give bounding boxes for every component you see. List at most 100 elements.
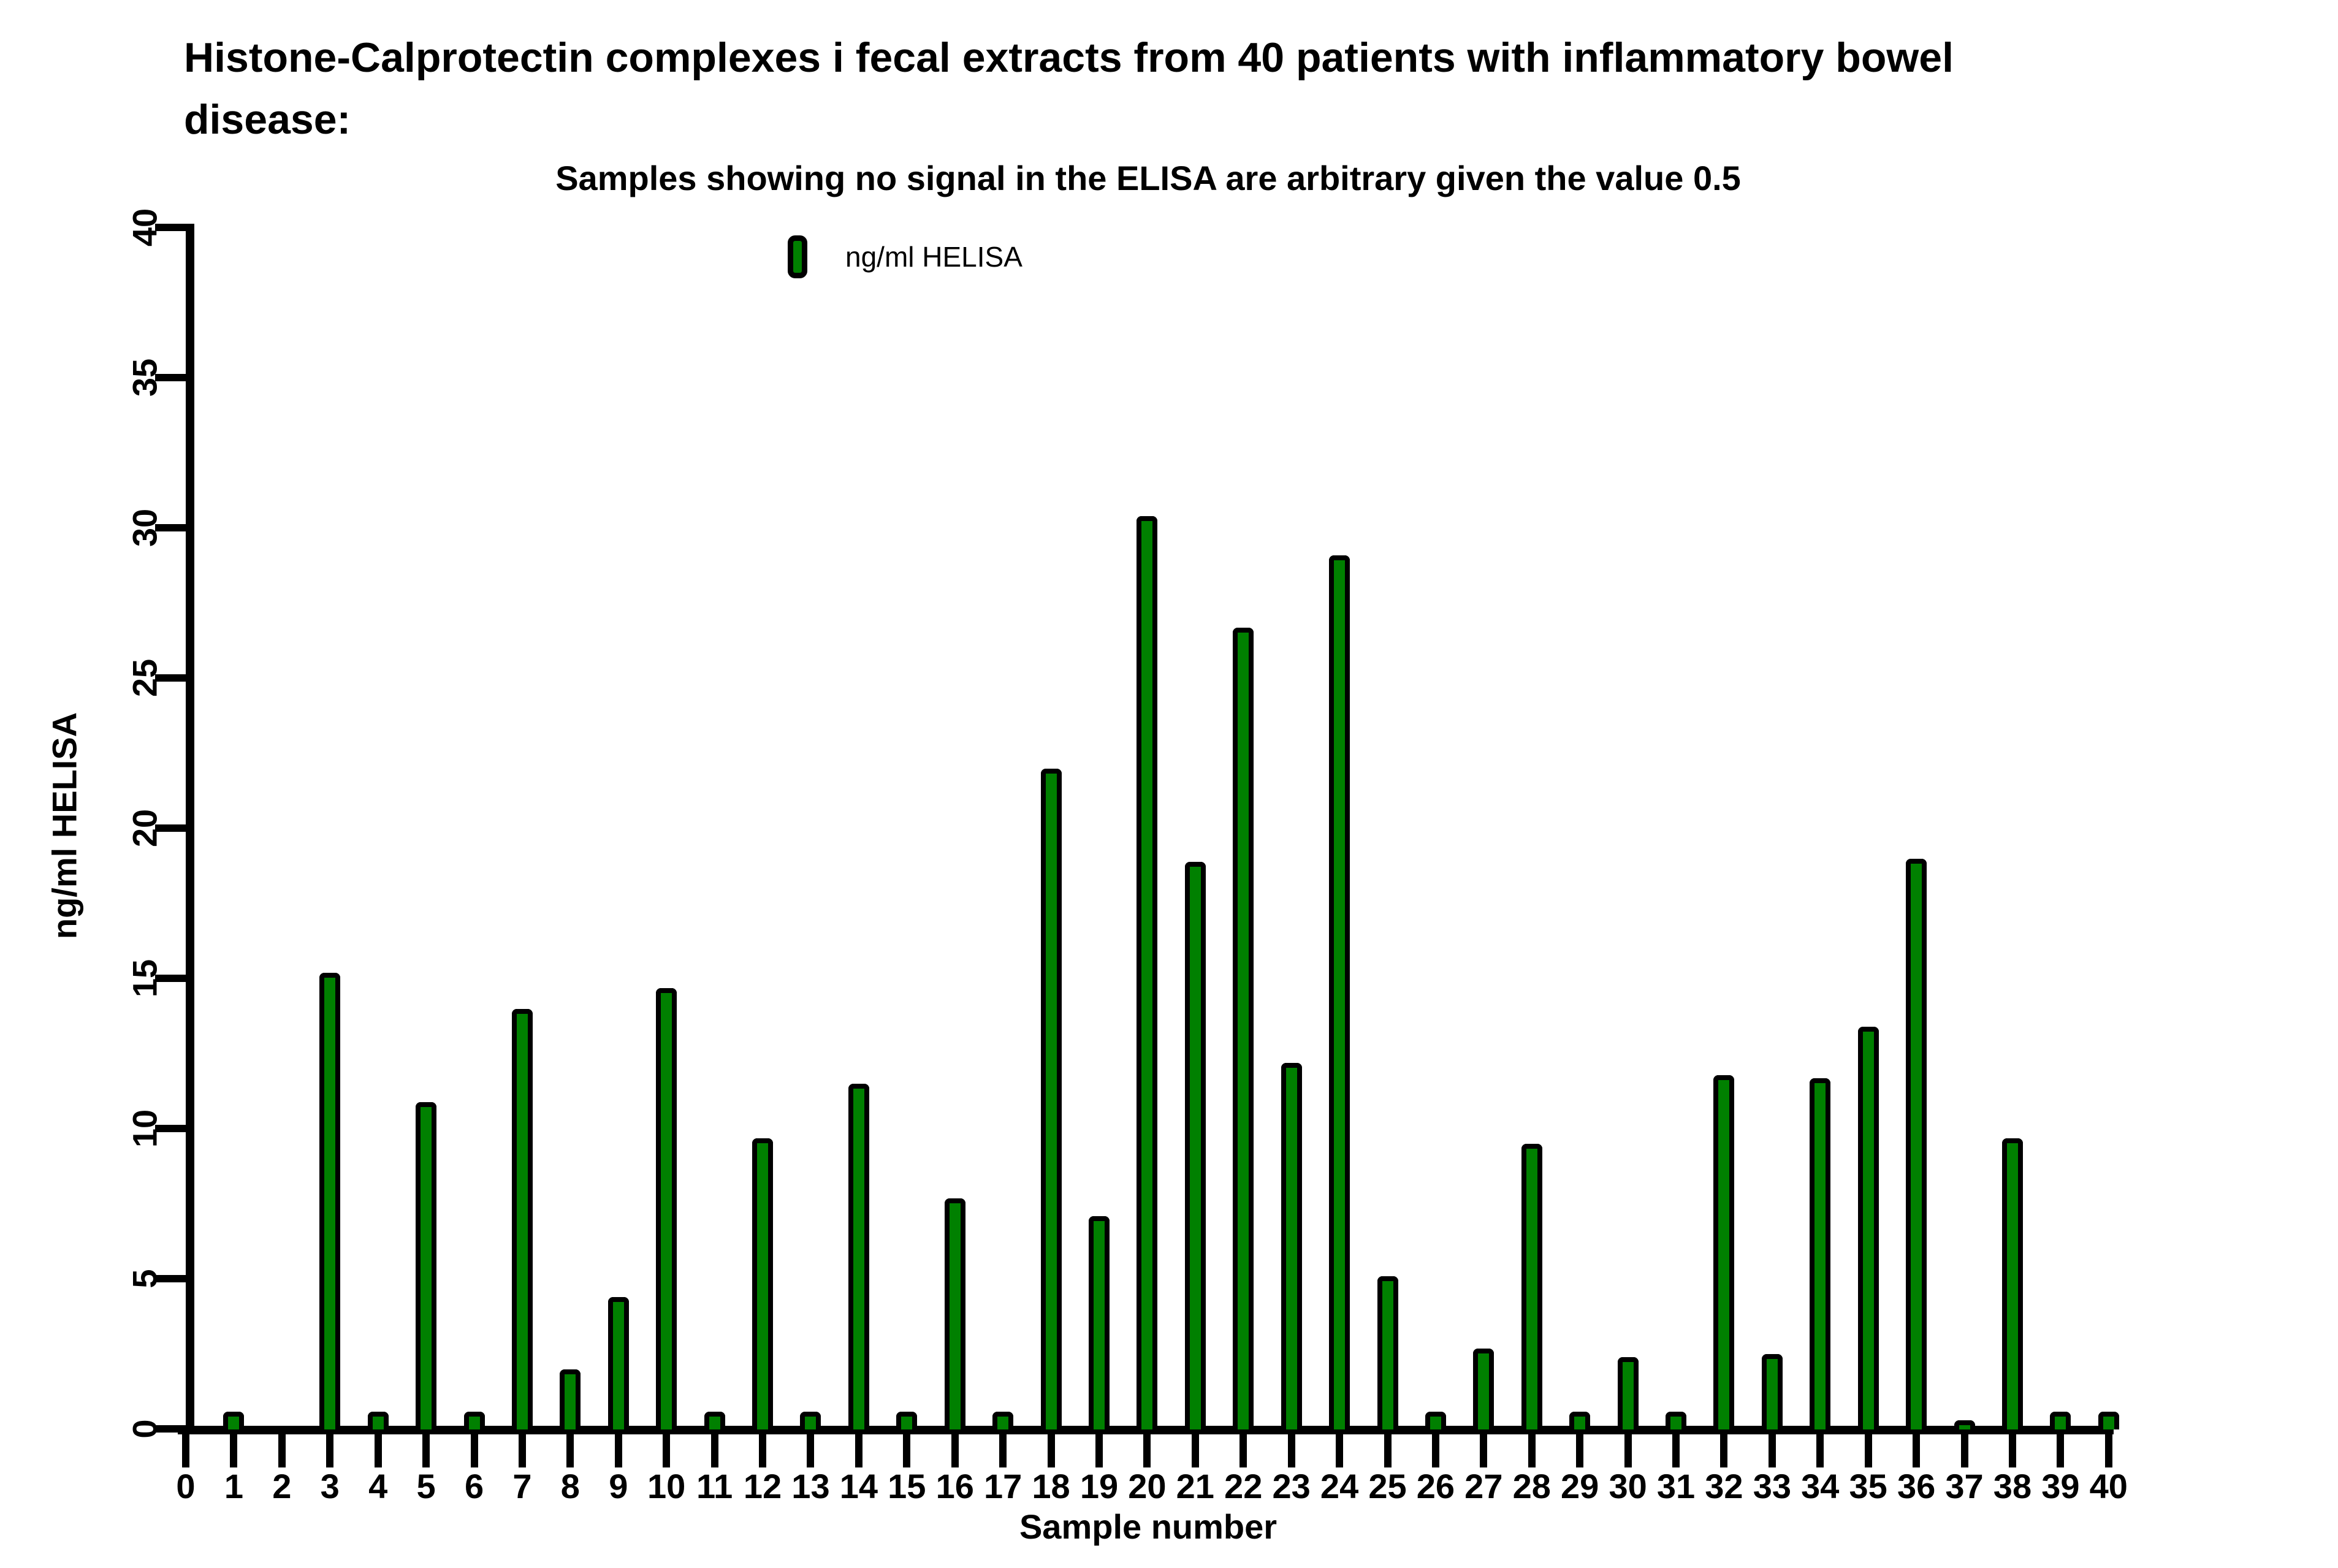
bar-sample-31 bbox=[1666, 1411, 1687, 1429]
bar-sample-7 bbox=[511, 1008, 533, 1429]
x-axis-tick-label: 36 bbox=[1897, 1467, 1936, 1505]
x-axis-tick-label: 13 bbox=[791, 1467, 830, 1505]
x-axis-tick bbox=[182, 1434, 189, 1467]
y-axis-tick bbox=[155, 524, 186, 531]
bar-sample-37 bbox=[1954, 1420, 1975, 1429]
y-axis-title: ng/ml HELISA bbox=[45, 712, 84, 940]
bar-sample-12 bbox=[752, 1138, 774, 1429]
y-axis-tick-label: 15 bbox=[125, 959, 164, 998]
x-axis-tick-label: 27 bbox=[1464, 1467, 1503, 1505]
chart-title-line2: disease: bbox=[184, 96, 351, 143]
x-axis-tick-label: 8 bbox=[560, 1467, 580, 1505]
bar-sample-10 bbox=[656, 988, 677, 1429]
x-axis-tick bbox=[1624, 1434, 1632, 1467]
bar-sample-19 bbox=[1088, 1216, 1110, 1429]
x-axis-tick-label: 1 bbox=[224, 1467, 243, 1505]
bar-sample-30 bbox=[1617, 1357, 1639, 1429]
x-axis-tick bbox=[1384, 1434, 1392, 1467]
x-axis-tick bbox=[1816, 1434, 1824, 1467]
y-axis-tick-label: 10 bbox=[125, 1109, 164, 1148]
x-axis-tick bbox=[1720, 1434, 1728, 1467]
x-axis-tick bbox=[1528, 1434, 1536, 1467]
x-axis-tick-label: 12 bbox=[743, 1467, 782, 1505]
bar-sample-6 bbox=[463, 1411, 485, 1429]
x-axis-tick-label: 5 bbox=[416, 1467, 436, 1505]
y-axis-tick bbox=[155, 224, 186, 231]
x-axis-tick bbox=[1143, 1434, 1151, 1467]
y-axis-tick-label: 30 bbox=[125, 508, 164, 547]
x-axis-tick-label: 4 bbox=[368, 1467, 388, 1505]
x-axis-tick-label: 33 bbox=[1753, 1467, 1792, 1505]
legend-label: ng/ml HELISA bbox=[845, 241, 1022, 273]
bar-sample-13 bbox=[800, 1411, 821, 1429]
bar-sample-22 bbox=[1233, 627, 1254, 1429]
x-axis-tick-label: 39 bbox=[2041, 1467, 2080, 1505]
x-axis-tick-label: 3 bbox=[320, 1467, 340, 1505]
x-axis-tick bbox=[326, 1434, 334, 1467]
bar-sample-28 bbox=[1521, 1144, 1542, 1429]
bar-sample-20 bbox=[1137, 516, 1158, 1429]
y-axis-tick bbox=[155, 374, 186, 381]
x-axis-tick bbox=[1239, 1434, 1247, 1467]
x-axis-tick-label: 2 bbox=[272, 1467, 292, 1505]
chart-title: Histone-Calprotectin complexes i fecal e… bbox=[184, 27, 1954, 151]
x-axis-tick bbox=[230, 1434, 238, 1467]
x-axis-tick bbox=[1480, 1434, 1488, 1467]
y-axis-tick-label: 40 bbox=[125, 208, 164, 247]
y-axis-tick bbox=[155, 1125, 186, 1132]
bar-sample-25 bbox=[1377, 1276, 1398, 1429]
bar-sample-15 bbox=[896, 1411, 918, 1429]
x-axis-tick-label: 14 bbox=[839, 1467, 878, 1505]
x-axis-tick-label: 40 bbox=[2089, 1467, 2128, 1505]
bar-sample-39 bbox=[2050, 1411, 2071, 1429]
x-axis-tick bbox=[2008, 1434, 2016, 1467]
bar-sample-24 bbox=[1329, 555, 1350, 1429]
chart-title-line1: Histone-Calprotectin complexes i fecal e… bbox=[184, 34, 1954, 81]
x-axis-tick bbox=[855, 1434, 862, 1467]
x-axis-tick bbox=[2104, 1434, 2112, 1467]
x-axis-tick bbox=[999, 1434, 1007, 1467]
bar-sample-40 bbox=[2098, 1411, 2119, 1429]
x-axis-tick bbox=[1191, 1434, 1199, 1467]
legend: ng/ml HELISA bbox=[788, 235, 1022, 278]
bar-sample-38 bbox=[2001, 1138, 2023, 1429]
x-axis-tick-label: 22 bbox=[1224, 1467, 1263, 1505]
x-axis-tick bbox=[566, 1434, 574, 1467]
x-axis-tick-label: 19 bbox=[1080, 1467, 1119, 1505]
x-axis-tick bbox=[1672, 1434, 1680, 1467]
x-axis-tick bbox=[278, 1434, 286, 1467]
x-axis-tick-label: 34 bbox=[1801, 1467, 1840, 1505]
bar-sample-1 bbox=[223, 1411, 245, 1429]
x-axis-tick bbox=[1336, 1434, 1344, 1467]
bar-sample-16 bbox=[944, 1198, 965, 1429]
x-axis-tick-label: 11 bbox=[696, 1467, 733, 1505]
bar-sample-26 bbox=[1425, 1411, 1446, 1429]
bar-sample-3 bbox=[319, 973, 341, 1429]
bar-sample-18 bbox=[1040, 768, 1062, 1429]
y-axis-tick-label: 5 bbox=[125, 1269, 164, 1288]
bar-sample-33 bbox=[1761, 1354, 1783, 1429]
x-axis-tick-label: 35 bbox=[1849, 1467, 1887, 1505]
x-axis-tick-label: 31 bbox=[1656, 1467, 1696, 1505]
x-axis-tick-label: 6 bbox=[464, 1467, 484, 1505]
y-axis-tick-label: 35 bbox=[125, 358, 164, 397]
y-axis-tick bbox=[155, 1275, 186, 1282]
x-axis-tick-label: 25 bbox=[1368, 1467, 1407, 1505]
x-axis-tick-label: 29 bbox=[1561, 1467, 1599, 1505]
x-axis-tick bbox=[374, 1434, 382, 1467]
chart-subtitle: Samples showing no signal in the ELISA a… bbox=[555, 159, 1741, 197]
y-axis-tick-label: 25 bbox=[125, 658, 164, 698]
x-axis-tick bbox=[663, 1434, 671, 1467]
y-axis-tick bbox=[155, 824, 186, 832]
x-axis-tick bbox=[1768, 1434, 1776, 1467]
x-axis-tick bbox=[1864, 1434, 1872, 1467]
x-axis-tick-label: 0 bbox=[176, 1467, 196, 1505]
x-axis-tick bbox=[759, 1434, 767, 1467]
y-axis-tick-label: 0 bbox=[125, 1419, 164, 1439]
bar-sample-21 bbox=[1184, 861, 1206, 1429]
x-axis-tick-label: 17 bbox=[983, 1467, 1022, 1505]
legend-swatch-icon bbox=[788, 235, 807, 278]
x-axis-tick-label: 15 bbox=[888, 1467, 926, 1505]
x-axis-tick-label: 24 bbox=[1320, 1467, 1359, 1505]
